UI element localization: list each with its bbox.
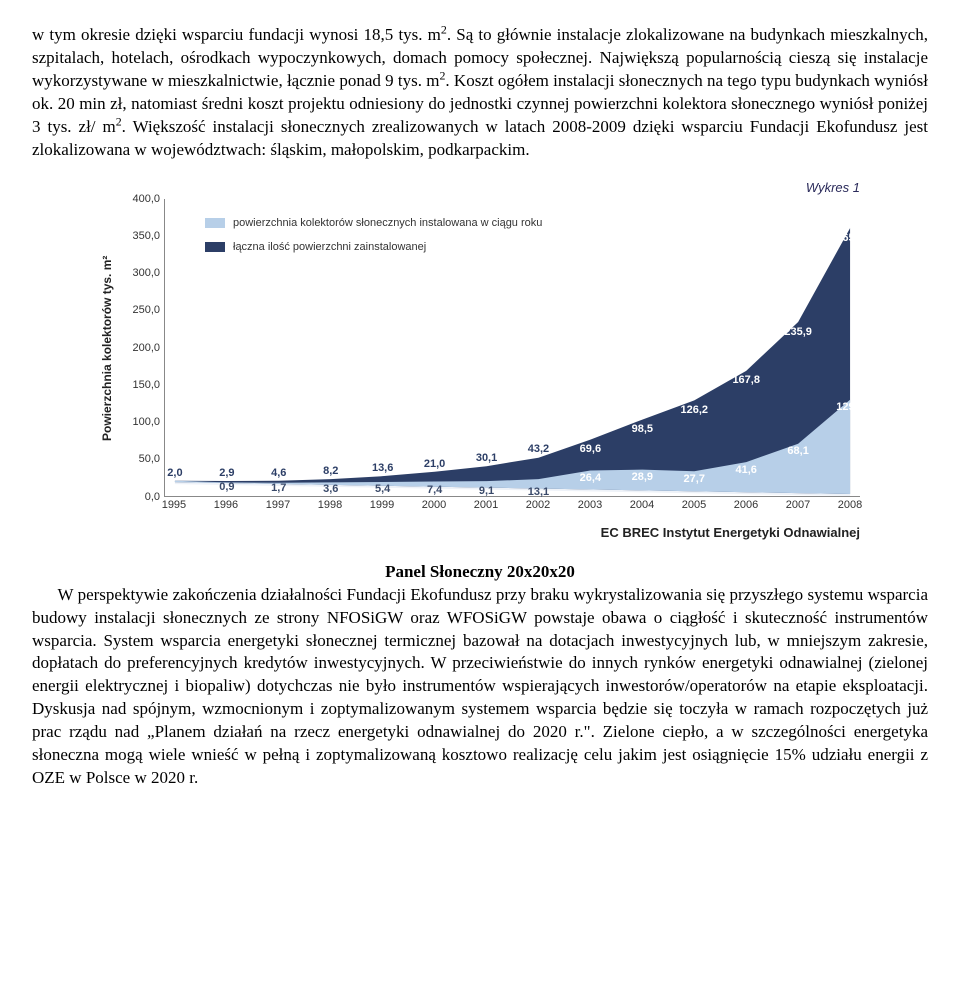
- y-tick: 200,0: [132, 342, 160, 354]
- y-tick: 0,0: [145, 491, 160, 503]
- annual-value-label: 0,9: [219, 481, 234, 493]
- annual-value-label: 5,4: [375, 483, 390, 495]
- annual-value-label: 9,1: [479, 485, 494, 497]
- y-axis-label: Powierzchnia kolektorów tys. m²: [100, 199, 120, 497]
- total-value-label: 365,5: [836, 232, 864, 244]
- y-tick: 400,0: [132, 193, 160, 205]
- chart-legend: powierzchnia kolektorów słonecznych inst…: [205, 217, 542, 265]
- annual-value-label: 129,6: [836, 401, 864, 413]
- annual-value-label: 41,6: [735, 464, 756, 476]
- annual-value-label: 27,7: [684, 473, 705, 485]
- x-tick: 2006: [734, 499, 758, 511]
- x-tick: 2005: [682, 499, 706, 511]
- chart-source: EC BREC Instytut Energetyki Odnawialnej: [100, 525, 860, 540]
- x-tick: 2002: [526, 499, 550, 511]
- paragraph-intro: w tym okresie dzięki wsparciu fundacji w…: [32, 24, 928, 162]
- total-value-label: 167,8: [732, 374, 760, 386]
- x-tick: 1998: [318, 499, 342, 511]
- x-tick: 2001: [474, 499, 498, 511]
- x-tick: 2003: [578, 499, 602, 511]
- legend-total: łączna ilość powierzchni zainstalowanej: [205, 241, 542, 253]
- chart-number: Wykres 1: [100, 180, 860, 195]
- section-title: Panel Słoneczny 20x20x20: [32, 562, 928, 582]
- paragraph-body: W perspektywie zakończenia działalności …: [32, 584, 928, 790]
- legend-label-annual: powierzchnia kolektorów słonecznych inst…: [233, 217, 542, 229]
- legend-label-total: łączna ilość powierzchni zainstalowanej: [233, 241, 426, 253]
- annual-value-label: 7,4: [427, 484, 442, 496]
- x-tick: 2000: [422, 499, 446, 511]
- annual-value-label: 28,9: [632, 471, 653, 483]
- total-value-label: 21,0: [424, 458, 445, 470]
- annual-value-label: 26,4: [580, 472, 601, 484]
- legend-annual: powierzchnia kolektorów słonecznych inst…: [205, 217, 542, 229]
- total-value-label: 8,2: [323, 465, 338, 477]
- total-value-label: 235,9: [784, 326, 812, 338]
- y-tick: 300,0: [132, 267, 160, 279]
- total-value-label: 13,6: [372, 462, 393, 474]
- y-ticks: 0,050,0100,0150,0200,0250,0300,0350,0400…: [120, 199, 164, 497]
- total-value-label: 98,5: [632, 423, 653, 435]
- total-value-label: 69,6: [580, 443, 601, 455]
- chart-container: Wykres 1 Powierzchnia kolektorów tys. m²…: [100, 180, 860, 540]
- x-tick: 1995: [162, 499, 186, 511]
- x-tick: 2008: [838, 499, 862, 511]
- y-tick: 350,0: [132, 230, 160, 242]
- x-tick: 1996: [214, 499, 238, 511]
- total-value-label: 30,1: [476, 452, 497, 464]
- total-value-label: 4,6: [271, 467, 286, 479]
- x-tick: 2007: [786, 499, 810, 511]
- legend-swatch-annual: [205, 218, 225, 228]
- total-value-label: 126,2: [681, 404, 709, 416]
- y-tick: 50,0: [139, 453, 160, 465]
- x-tick: 1997: [266, 499, 290, 511]
- x-tick: 1999: [370, 499, 394, 511]
- legend-swatch-total: [205, 242, 225, 252]
- y-tick: 150,0: [132, 379, 160, 391]
- annual-value-label: 1,7: [271, 482, 286, 494]
- total-value-label: 2,9: [219, 467, 234, 479]
- x-ticks: 1995 1996 1997 1998 1999 2000 2001 2002 2003 2004…: [164, 497, 860, 519]
- chart-plot: powierzchnia kolektorów słonecznych inst…: [164, 199, 860, 497]
- y-tick: 100,0: [132, 416, 160, 428]
- annual-value-label: 3,6: [323, 483, 338, 495]
- y-tick: 250,0: [132, 304, 160, 316]
- total-value-label: 2,0: [167, 467, 182, 479]
- x-tick: 2004: [630, 499, 654, 511]
- total-value-label: 43,2: [528, 443, 549, 455]
- annual-value-label: 68,1: [787, 445, 808, 457]
